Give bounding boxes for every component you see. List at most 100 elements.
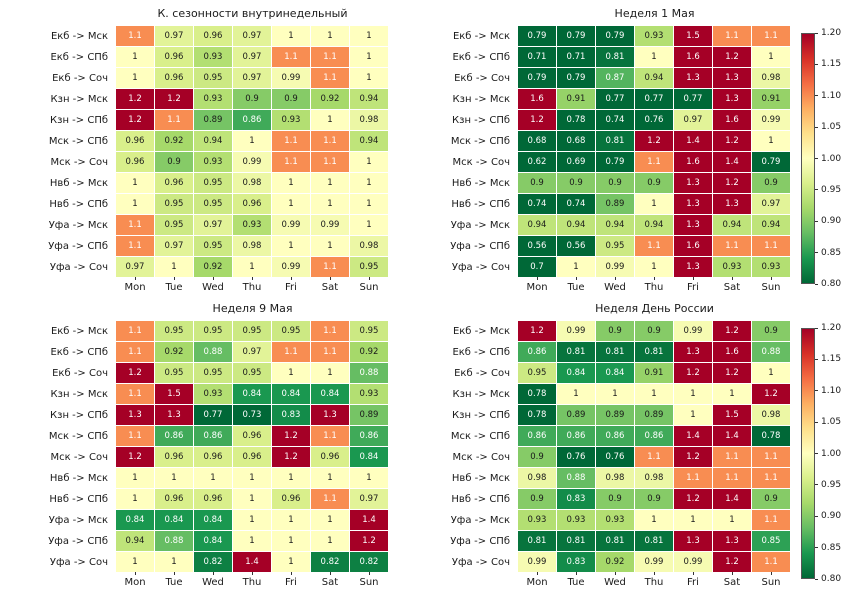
heatmap-cell: 1.4	[713, 489, 751, 509]
colorbar-tick-label: 1.05	[815, 417, 841, 427]
heatmap-cell: 0.93	[713, 257, 751, 277]
tick-mark	[815, 453, 818, 454]
chart-title: Неделя 9 Мая	[212, 302, 293, 315]
heatmap-cell: 0.99	[674, 321, 712, 341]
colorbar-tick-label: 0.80	[815, 279, 841, 289]
heatmap-cell: 0.9	[155, 152, 193, 172]
row-label: Уфа -> Соч	[451, 556, 510, 568]
row-label: Кзн -> Мск	[452, 388, 510, 400]
heatmap-cell: 1	[635, 257, 673, 277]
heatmap-cell: 0.79	[557, 68, 595, 88]
heatmap-cell: 1.6	[713, 110, 751, 130]
heatmap-cell: 1.1	[311, 426, 349, 446]
heatmap-cell: 0.69	[557, 152, 595, 172]
tick-mark	[815, 252, 818, 254]
heatmap-cell: 1	[311, 468, 349, 488]
heatmap-cell: 0.98	[350, 236, 388, 256]
heatmap-cell: 0.81	[518, 531, 556, 551]
heatmap-cell: 1.1	[752, 510, 790, 530]
row-label: Мск -> СПб	[48, 430, 108, 442]
heatmap-cell: 0.99	[518, 552, 556, 572]
heatmap-cell: 0.85	[752, 531, 790, 551]
heatmap-cell: 1.3	[713, 89, 751, 109]
heatmap-cell: 1	[752, 47, 790, 67]
heatmap-cell: 0.9	[233, 89, 271, 109]
heatmap-cell: 0.96	[116, 152, 154, 172]
heatmap-cell: 0.9	[518, 173, 556, 193]
x-axis-label: Tue	[155, 277, 193, 293]
heatmap-cell: 1.3	[674, 215, 712, 235]
x-axis-label: Sun	[350, 277, 388, 293]
heatmap-cell: 0.95	[233, 321, 271, 341]
row-label: Мск -> СПб	[450, 135, 510, 147]
heatmap-cell: 0.96	[233, 447, 271, 467]
heatmap-cell: 1.1	[752, 26, 790, 46]
heatmap-cell: 0.82	[311, 552, 349, 572]
heatmap-cell: 1.2	[116, 447, 154, 467]
heatmap-cell: 0.9	[752, 489, 790, 509]
heatmap-cell: 1.4	[713, 152, 751, 172]
colorbar-tick-label: 1.10	[815, 386, 841, 396]
heatmap-cell: 0.98	[350, 110, 388, 130]
heatmap-cell: 1	[635, 384, 673, 404]
heatmap-cell: 1.1	[713, 26, 751, 46]
x-axis-label: Tue	[155, 572, 193, 588]
heatmap-cell: 1	[350, 47, 388, 67]
heatmap-cell: 0.62	[518, 152, 556, 172]
heatmap-cell: 1	[557, 257, 595, 277]
plot-area: К. сезонности внутринедельный Екб -> Мск…	[43, 7, 389, 293]
heatmap-cell: 0.84	[194, 510, 232, 530]
tick-mark	[653, 572, 655, 575]
row-label: Екб -> Мск	[50, 30, 108, 42]
tick-mark	[575, 277, 577, 280]
heatmap-cell: 0.99	[233, 152, 271, 172]
heatmap-cell: 0.9	[272, 89, 310, 109]
heatmap-cell: 0.81	[557, 342, 595, 362]
colorbar-tick-label: 1.10	[815, 91, 841, 101]
heatmap-cell: 1.1	[272, 47, 310, 67]
heatmap-cell: 1.3	[674, 194, 712, 214]
tick-mark	[290, 277, 292, 280]
tick-mark	[329, 277, 331, 280]
heatmap-cell: 1.3	[713, 194, 751, 214]
heatmap-cell: 1	[350, 26, 388, 46]
tick-mark	[815, 390, 818, 392]
heatmap-cell: 0.95	[233, 363, 271, 383]
x-axis-label: Mon	[518, 277, 556, 293]
heatmap-cell: 0.96	[155, 447, 193, 467]
heatmap-cell: 1	[311, 110, 349, 130]
row-label: Екб -> СПб	[50, 51, 108, 63]
heatmap-cell: 1	[311, 194, 349, 214]
heatmap-cell: 1.5	[155, 384, 193, 404]
heatmap-cell: 1.4	[674, 426, 712, 446]
heatmap-cell: 1.1	[752, 447, 790, 467]
heatmap-cell: 1.2	[350, 531, 388, 551]
x-axis-label: Fri	[272, 277, 310, 293]
heatmap-cell: 0.77	[674, 89, 712, 109]
heatmap-cell: 1.4	[674, 131, 712, 151]
row-label: Екб -> Соч	[52, 367, 108, 379]
heatmap-cell: 0.98	[233, 173, 271, 193]
heatmap-cell: 0.99	[635, 552, 673, 572]
colorbar-tick-label: 0.90	[815, 511, 841, 521]
heatmap-cell: 0.93	[194, 384, 232, 404]
heatmap-cell: 0.93	[233, 215, 271, 235]
heatmap-cell: 0.98	[752, 68, 790, 88]
heatmap-cell: 1	[752, 131, 790, 151]
tick-mark	[815, 578, 818, 580]
x-axis-label: Wed	[596, 277, 634, 293]
tick-mark	[173, 572, 175, 575]
heatmap-cell: 0.96	[194, 447, 232, 467]
heatmap-cell: 0.56	[557, 236, 595, 256]
tick-mark	[815, 358, 818, 360]
heatmap-cell: 0.93	[518, 510, 556, 530]
heatmap-cell: 0.84	[116, 510, 154, 530]
heatmap-cell: 1.1	[713, 468, 751, 488]
heatmap-cell: 0.86	[194, 426, 232, 446]
heatmap-cell: 0.97	[116, 257, 154, 277]
heatmap-cell: 0.91	[635, 363, 673, 383]
heatmap-grid: Екб -> Мск 1.2 0.99 0.9 0.9 0.99 1.2 0.9 Екб -> …	[445, 321, 791, 572]
heatmap-cell: 0.99	[674, 552, 712, 572]
heatmap-cell: 1.3	[713, 68, 751, 88]
heatmap-cell: 1.4	[713, 426, 751, 446]
